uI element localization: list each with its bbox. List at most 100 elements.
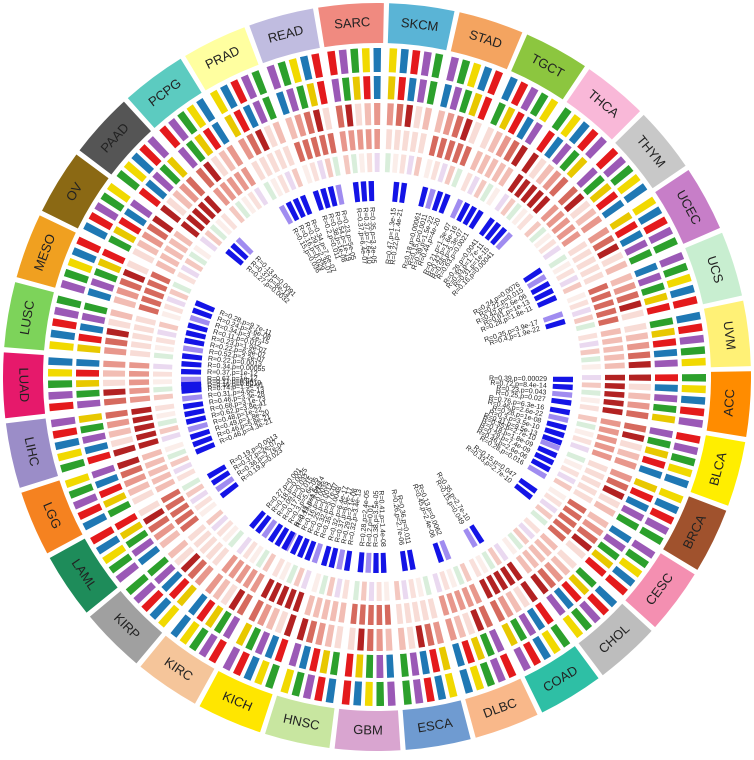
cor-bar: [537, 445, 558, 459]
track-cell: [499, 106, 516, 131]
track-cell: [364, 103, 372, 126]
track-cell: [177, 111, 198, 135]
track-cell: [442, 112, 455, 136]
track-cell: [417, 132, 427, 154]
sector-name: GBM: [353, 722, 383, 738]
track-cell: [330, 651, 340, 676]
track-cell: [284, 171, 297, 191]
track-cell: [606, 476, 629, 492]
track-cell: [221, 554, 238, 574]
track-cell: [524, 220, 542, 238]
cor-bar: [536, 294, 558, 308]
track-cell: [649, 427, 674, 439]
track-cell: [165, 495, 186, 511]
track-cell: [625, 495, 650, 513]
track-cell: [621, 309, 645, 321]
track-cell: [140, 295, 162, 308]
track-cell: [376, 628, 383, 651]
track-cell: [497, 595, 514, 618]
track-cell: [265, 663, 280, 689]
track-cell: [595, 307, 617, 319]
correlation-label: R=0.2,p=0.01: [366, 504, 375, 547]
track-cell: [446, 568, 458, 588]
track-cell: [593, 500, 616, 517]
track-cell: [157, 329, 177, 338]
track-cell: [621, 431, 645, 443]
track-cell: [366, 628, 374, 651]
sector-box: [524, 646, 599, 713]
track-cell: [392, 153, 399, 173]
track-cell: [518, 522, 536, 540]
track-cell: [147, 556, 169, 577]
track-cell: [350, 603, 358, 625]
track-cell: [649, 317, 674, 329]
track-cell: [512, 586, 531, 608]
cor-bar: [439, 539, 452, 561]
track-cell: [210, 155, 229, 177]
track-cell: [434, 110, 446, 133]
track-cell: [679, 406, 705, 417]
track-cell: [487, 547, 503, 566]
cor-bar: [418, 186, 429, 208]
track-cell: [487, 130, 503, 154]
track-cell: [263, 125, 278, 148]
sector-box: [703, 300, 751, 368]
cor-bar: [230, 242, 249, 261]
track-cell: [581, 356, 601, 363]
track-cell: [280, 668, 295, 694]
track-cell: [319, 649, 331, 674]
track-cell: [147, 463, 169, 477]
track-cell: [161, 570, 183, 592]
track-cell: [141, 448, 163, 461]
track-cell: [523, 517, 541, 534]
track-cell: [293, 567, 305, 587]
sector-box: [578, 603, 652, 676]
track-cell: [129, 395, 151, 403]
track-cell: [203, 161, 222, 183]
track-cell: [278, 561, 292, 581]
track-cell: [106, 182, 131, 203]
track-cell: [318, 574, 329, 595]
track-cell: [240, 166, 257, 187]
track-cell: [334, 625, 344, 649]
track-cell: [373, 48, 382, 73]
track-cell: [423, 158, 433, 179]
cor-bar: [304, 540, 317, 561]
track-cell: [363, 76, 371, 100]
sector-box: [5, 418, 58, 488]
track-cell: [288, 642, 302, 667]
track-cell: [451, 142, 464, 164]
sector-box: [511, 34, 585, 100]
track-cell: [274, 638, 289, 663]
track-cell: [196, 98, 216, 123]
sector-name: LIHC: [22, 435, 43, 467]
track-cell: [163, 245, 184, 261]
cor-bar: [518, 477, 538, 494]
track-cell: [468, 92, 483, 117]
track-cell: [167, 539, 189, 559]
track-cell: [160, 204, 182, 224]
track-cell: [520, 86, 539, 112]
track-cell: [552, 518, 572, 536]
track-cell: [544, 561, 564, 583]
track-cell: [76, 236, 102, 254]
track-cell: [124, 208, 147, 227]
track-cell: [451, 115, 464, 138]
track-cell: [413, 105, 423, 129]
track-cell: [427, 598, 438, 619]
track-cell: [356, 129, 364, 150]
track-cell: [477, 96, 493, 121]
track-cell: [152, 215, 174, 234]
track-cell: [364, 681, 373, 706]
track-cell: [268, 582, 282, 603]
track-cell: [141, 231, 164, 248]
track-cell: [137, 545, 161, 566]
track-cell: [138, 500, 161, 517]
track-cell: [653, 348, 678, 358]
track-cell: [601, 251, 624, 268]
track-cell: [470, 608, 485, 632]
track-cell: [487, 70, 504, 96]
track-cell: [478, 578, 494, 599]
track-cell: [604, 362, 625, 369]
track-cell: [445, 618, 458, 641]
